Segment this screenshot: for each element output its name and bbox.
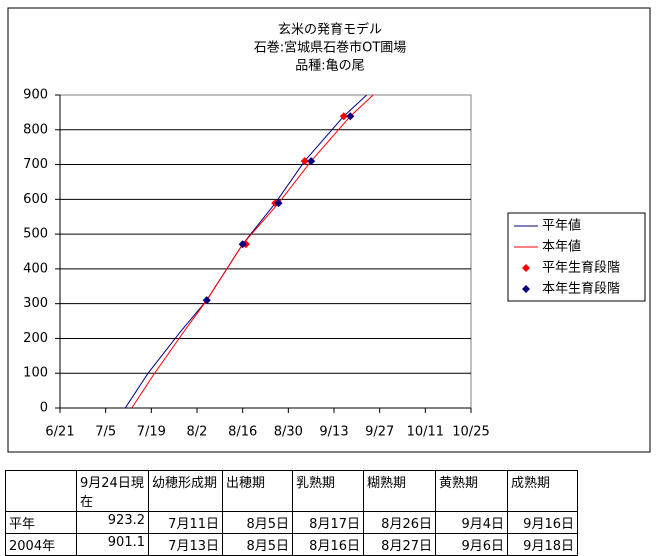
plot-area (59, 94, 472, 409)
cell: 8月17日 (292, 511, 364, 534)
y-tick-label: 800 (23, 122, 48, 137)
x-tick-label: 9/13 (319, 425, 348, 440)
stage-marker (202, 296, 211, 305)
cell: 平年 (5, 511, 77, 534)
cell: 黄熟期 (435, 470, 508, 512)
legend-label: 平年生育段階 (542, 260, 620, 276)
legend-label: 本年生育段階 (542, 281, 620, 297)
chart-title: 品種:亀の尾 (295, 58, 364, 74)
x-tick-label: 10/25 (452, 425, 489, 440)
chart-title: 石巻:宮城県石巻市OT圃場 (254, 40, 407, 56)
cell: 成熟期 (507, 470, 578, 512)
cell: 8月26日 (363, 511, 436, 534)
cell (5, 470, 77, 512)
cell: 8月27日 (363, 533, 436, 556)
cell: 幼穂形成期 (148, 470, 223, 512)
cell: 9月24日現在 (76, 470, 149, 512)
stage-marker (274, 199, 283, 208)
x-tick-label: 9/27 (365, 425, 394, 440)
chart-title: 玄米の発育モデル (278, 22, 382, 38)
cell: 923.2 (76, 511, 149, 534)
legend-label: 本年値 (542, 239, 581, 255)
cell: 2004年 (5, 533, 77, 556)
cell: 7月11日 (148, 511, 223, 534)
table-row: 2004年 901.1 7月13日 8月5日 8月16日 8月27日 9月6日 9月18日 (5, 533, 578, 556)
stage-marker (238, 240, 247, 249)
x-tick-label: 8/30 (274, 425, 303, 440)
y-tick-label: 600 (23, 192, 48, 207)
stage-marker (300, 157, 309, 166)
x-tick-label: 8/2 (187, 425, 208, 440)
legend-swatch (522, 264, 530, 272)
y-tick-label: 400 (23, 261, 48, 276)
y-tick-label: 300 (23, 296, 48, 311)
cell: 出穂期 (222, 470, 293, 512)
stage-marker (346, 112, 355, 121)
cell: 9月16日 (507, 511, 578, 534)
table-header: 9月24日現在 幼穂形成期 出穂期 乳熟期 糊熟期 黄熟期 成熟期 (5, 470, 578, 512)
y-tick-label: 200 (23, 331, 48, 346)
cell: 8月5日 (222, 533, 293, 556)
stage-marker (307, 157, 316, 166)
y-tick-label: 100 (23, 366, 48, 381)
y-tick-label: 700 (23, 157, 48, 172)
table-row: 平年 923.2 7月11日 8月5日 8月17日 8月26日 9月4日 9月16日 (5, 511, 578, 534)
cell: 9月18日 (507, 533, 578, 556)
cell: 8月16日 (292, 533, 364, 556)
cell: 9月4日 (435, 511, 508, 534)
cell: 9月6日 (435, 533, 508, 556)
stage-marker (339, 112, 348, 121)
x-tick-label: 8/16 (228, 425, 257, 440)
x-tick-label: 7/5 (95, 425, 116, 440)
y-tick-label: 900 (23, 88, 48, 103)
legend-label: 平年値 (542, 218, 581, 234)
x-tick-label: 10/11 (407, 425, 444, 440)
cell: 糊熟期 (363, 470, 436, 512)
cell: 8月5日 (222, 511, 293, 534)
y-tick-label: 0 (40, 401, 48, 416)
cell: 901.1 (76, 533, 149, 556)
cell: 7月13日 (148, 533, 223, 556)
legend-swatch (522, 285, 530, 293)
legend-box (507, 212, 646, 302)
y-tick-label: 500 (23, 227, 48, 242)
x-tick-label: 7/19 (137, 425, 166, 440)
cell: 乳熟期 (292, 470, 364, 512)
x-tick-label: 6/21 (45, 425, 74, 440)
data-table: 9月24日現在 幼穂形成期 出穂期 乳熟期 糊熟期 黄熟期 成熟期 平年 923.… (5, 470, 578, 556)
